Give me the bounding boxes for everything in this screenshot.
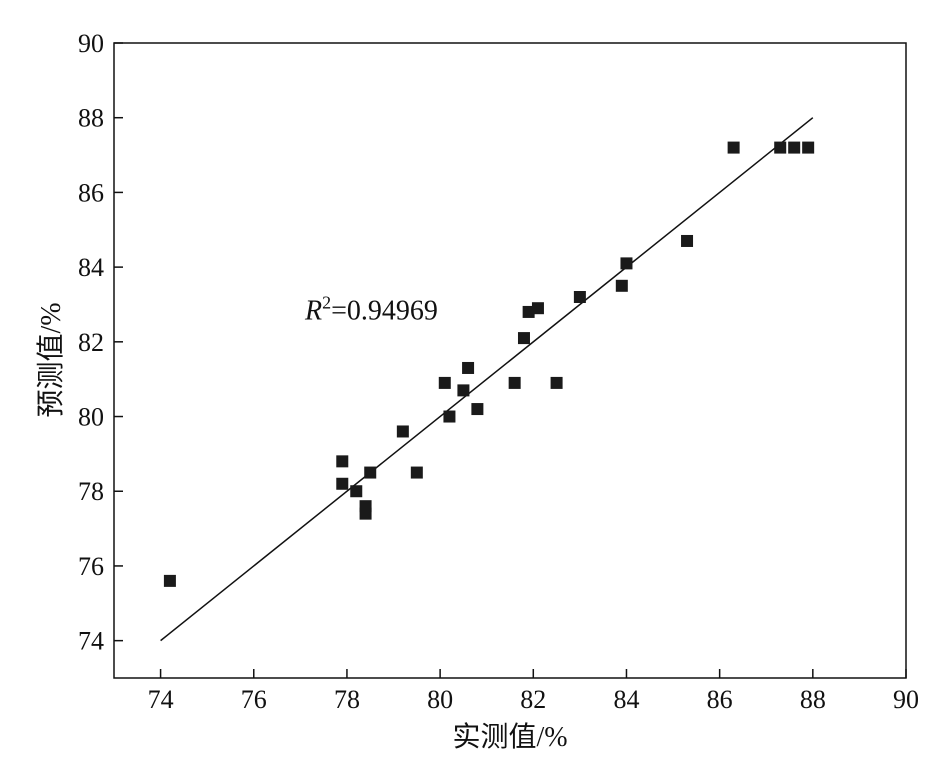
x-tick-label: 80 xyxy=(427,685,453,714)
data-point xyxy=(802,141,815,154)
x-tick-label: 88 xyxy=(800,685,826,714)
y-tick-label: 76 xyxy=(78,552,104,581)
data-point xyxy=(573,291,586,303)
x-tick-label: 86 xyxy=(707,685,733,714)
x-tick-label: 74 xyxy=(148,685,174,714)
data-point xyxy=(727,141,740,154)
data-point xyxy=(410,466,423,479)
data-point xyxy=(443,410,456,423)
data-point xyxy=(336,477,349,490)
x-axis: 74 76 78 80 82 84 86 88 90 xyxy=(148,669,919,714)
data-point xyxy=(457,384,470,397)
y-tick-label: 90 xyxy=(78,29,104,58)
y-tick-label: 86 xyxy=(78,178,104,207)
data-point xyxy=(359,507,372,520)
y-axis: 74 76 78 80 82 84 86 88 90 xyxy=(78,29,123,656)
data-point xyxy=(350,485,363,498)
r-squared-value: =0.94969 xyxy=(331,295,438,326)
data-point xyxy=(615,279,628,292)
x-axis-title: 实测值/% xyxy=(452,721,567,753)
y-tick-label: 88 xyxy=(78,104,104,133)
data-point xyxy=(774,141,787,154)
data-point xyxy=(438,376,451,389)
y-tick-label: 82 xyxy=(78,328,104,357)
data-point xyxy=(550,376,563,389)
data-point xyxy=(396,425,409,438)
y-tick-label: 80 xyxy=(78,403,104,432)
plot-frame xyxy=(113,42,907,679)
x-tick-label: 82 xyxy=(520,685,546,714)
r-superscript: 2 xyxy=(322,292,331,312)
data-point xyxy=(681,234,694,247)
x-tick-label: 78 xyxy=(334,685,360,714)
data-point xyxy=(364,466,377,479)
r-squared-annotation: R2=0.94969 xyxy=(304,292,438,326)
r-symbol: R xyxy=(304,295,322,326)
data-point xyxy=(517,332,530,345)
x-tick-label: 76 xyxy=(241,685,267,714)
data-point xyxy=(522,305,535,318)
data-point xyxy=(508,376,521,389)
x-tick-label: 84 xyxy=(613,685,639,714)
data-point xyxy=(163,574,176,587)
data-point xyxy=(788,141,801,154)
y-tick-label: 84 xyxy=(78,253,104,282)
data-point xyxy=(336,455,349,468)
x-tick-label: 90 xyxy=(893,685,919,714)
y-tick-label: 78 xyxy=(78,477,104,506)
fit-line xyxy=(160,117,814,642)
data-point xyxy=(531,302,544,315)
y-tick-label: 74 xyxy=(78,627,104,656)
data-points xyxy=(163,141,815,587)
data-point xyxy=(462,361,475,374)
y-axis-title: 预测值/% xyxy=(35,302,67,417)
data-point xyxy=(471,403,484,416)
data-point xyxy=(620,257,633,270)
